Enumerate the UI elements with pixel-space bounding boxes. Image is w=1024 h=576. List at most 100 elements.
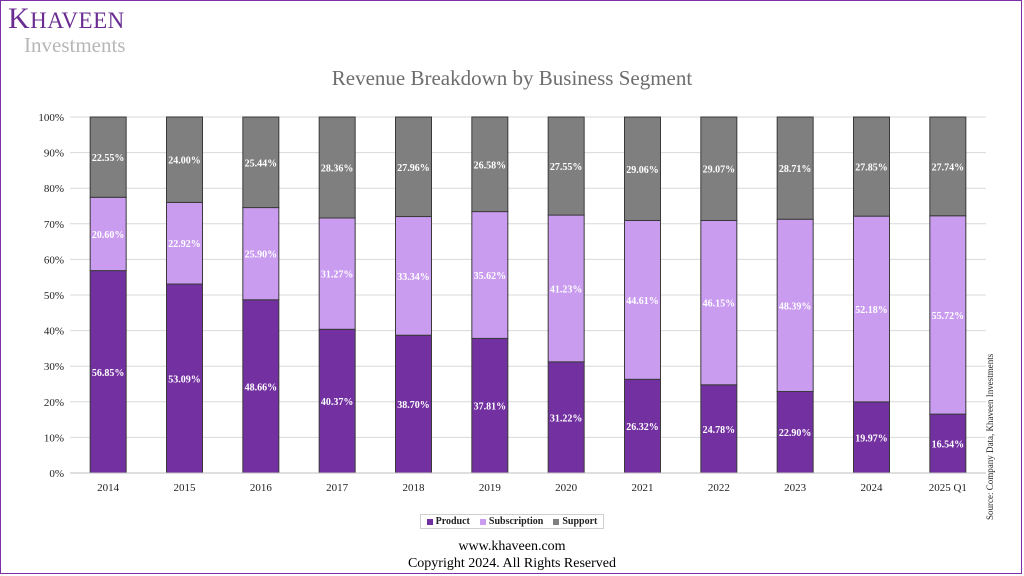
data-label-support: 29.06% [626,165,659,176]
data-label-subscription: 44.61% [626,296,659,307]
legend-swatch-support [553,518,560,525]
data-label-product: 56.85% [92,368,125,379]
legend-swatch-product [426,518,433,525]
data-label-product: 40.37% [321,397,354,408]
x-tick-label: 2017 [326,482,349,494]
bar-subscription [929,215,967,415]
bar-support [929,116,967,217]
y-tick-label: 50% [44,290,64,302]
data-label-support: 24.00% [168,156,201,167]
data-label-support: 22.55% [92,153,125,164]
bar-product [166,283,203,474]
bar-product [700,384,738,474]
y-tick-label: 60% [44,254,64,266]
x-tick-label: 2016 [250,482,273,494]
data-label-subscription: 55.72% [932,311,965,322]
legend-box: Product Subscription Support [419,514,605,529]
bar-subscription [395,216,432,336]
logo-subtitle: Investments [24,33,126,57]
data-label-product: 48.66% [245,382,278,393]
data-label-product: 38.70% [397,400,430,411]
data-label-subscription: 48.39% [779,301,812,312]
legend-label-product: Product [435,516,470,527]
bar-support [776,116,814,220]
x-tick-label: 2019 [479,482,502,494]
chart-title: Revenue Breakdown by Business Segment [331,66,693,90]
bar-support [395,116,432,218]
data-label-subscription: 46.15% [703,299,736,310]
data-label-support: 27.96% [397,163,430,174]
bar-subscription [166,201,203,285]
x-tick-label: 2018 [403,482,426,494]
data-label-product: 16.54% [932,440,965,451]
data-label-support: 28.36% [321,163,354,174]
y-tick-label: 100% [38,112,64,124]
data-label-support: 26.58% [474,160,507,171]
y-tick-label: 30% [44,361,64,373]
footer-copyright: Copyright 2024. All Rights Reserved [407,556,617,571]
x-tick-label: 2023 [784,482,807,494]
data-label-product: 31.22% [550,413,583,424]
data-label-subscription: 52.18% [855,305,888,316]
bar-support [547,116,585,216]
bar-support [166,116,203,203]
x-tick-label: 2022 [708,482,730,494]
x-tick-label: 2025 Q1 [929,482,967,494]
legend-label-support: Support [562,516,598,527]
data-label-product: 24.78% [703,425,736,436]
bar-support [853,116,890,217]
legend-item-support: Support [553,516,597,527]
bar-product [395,334,432,474]
data-label-subscription: 31.27% [321,270,354,281]
y-tick-label: 10% [44,432,64,444]
data-label-subscription: 25.90% [245,250,278,261]
legend: Product Subscription Support [0,514,1024,529]
legend-item-subscription: Subscription [479,516,544,527]
data-label-support: 25.44% [245,158,278,169]
y-tick-label: 80% [44,183,64,195]
data-label-product: 37.81% [474,402,507,413]
data-label-subscription: 20.60% [92,230,125,241]
bar-support [700,116,738,221]
bar-product [471,337,509,474]
bar-support [471,116,509,213]
bar-product [318,328,356,474]
legend-swatch-subscription [479,518,486,525]
legend-label-subscription: Subscription [488,516,544,527]
x-tick-label: 2021 [632,482,654,494]
data-label-support: 27.55% [550,162,583,173]
x-tick-label: 2020 [555,482,578,494]
bar-subscription [318,217,356,330]
data-label-subscription: 22.92% [168,239,201,250]
data-label-subscription: 41.23% [550,284,583,295]
bar-support [89,116,127,198]
data-label-subscription: 35.62% [474,271,507,282]
source-note: Source: Company Data, Khaveen Investment… [985,353,995,520]
y-tick-label: 90% [44,148,64,160]
data-label-product: 19.97% [855,433,888,444]
bar-support [242,116,280,209]
y-tick-label: 40% [44,326,64,338]
bar-support [624,116,661,221]
y-tick-label: 70% [44,219,64,231]
bar-product [624,378,661,474]
bar-subscription [547,214,585,363]
bar-subscription [242,207,280,301]
data-label-product: 53.09% [168,374,201,385]
x-tick-label: 2014 [97,482,120,494]
bar-product [776,390,814,474]
bar-support [318,116,356,219]
data-label-product: 26.32% [626,422,659,433]
data-label-subscription: 33.34% [397,272,430,283]
y-tick-label: 0% [49,468,64,480]
footer-website[interactable]: www.khaveen.com [458,539,566,554]
data-label-support: 28.71% [779,164,812,175]
bar-subscription [89,196,127,272]
data-label-product: 22.90% [779,428,812,439]
x-tick-label: 2015 [174,482,197,494]
bar-product [929,413,967,474]
data-label-support: 29.07% [703,165,736,176]
data-label-support: 27.85% [855,163,888,174]
